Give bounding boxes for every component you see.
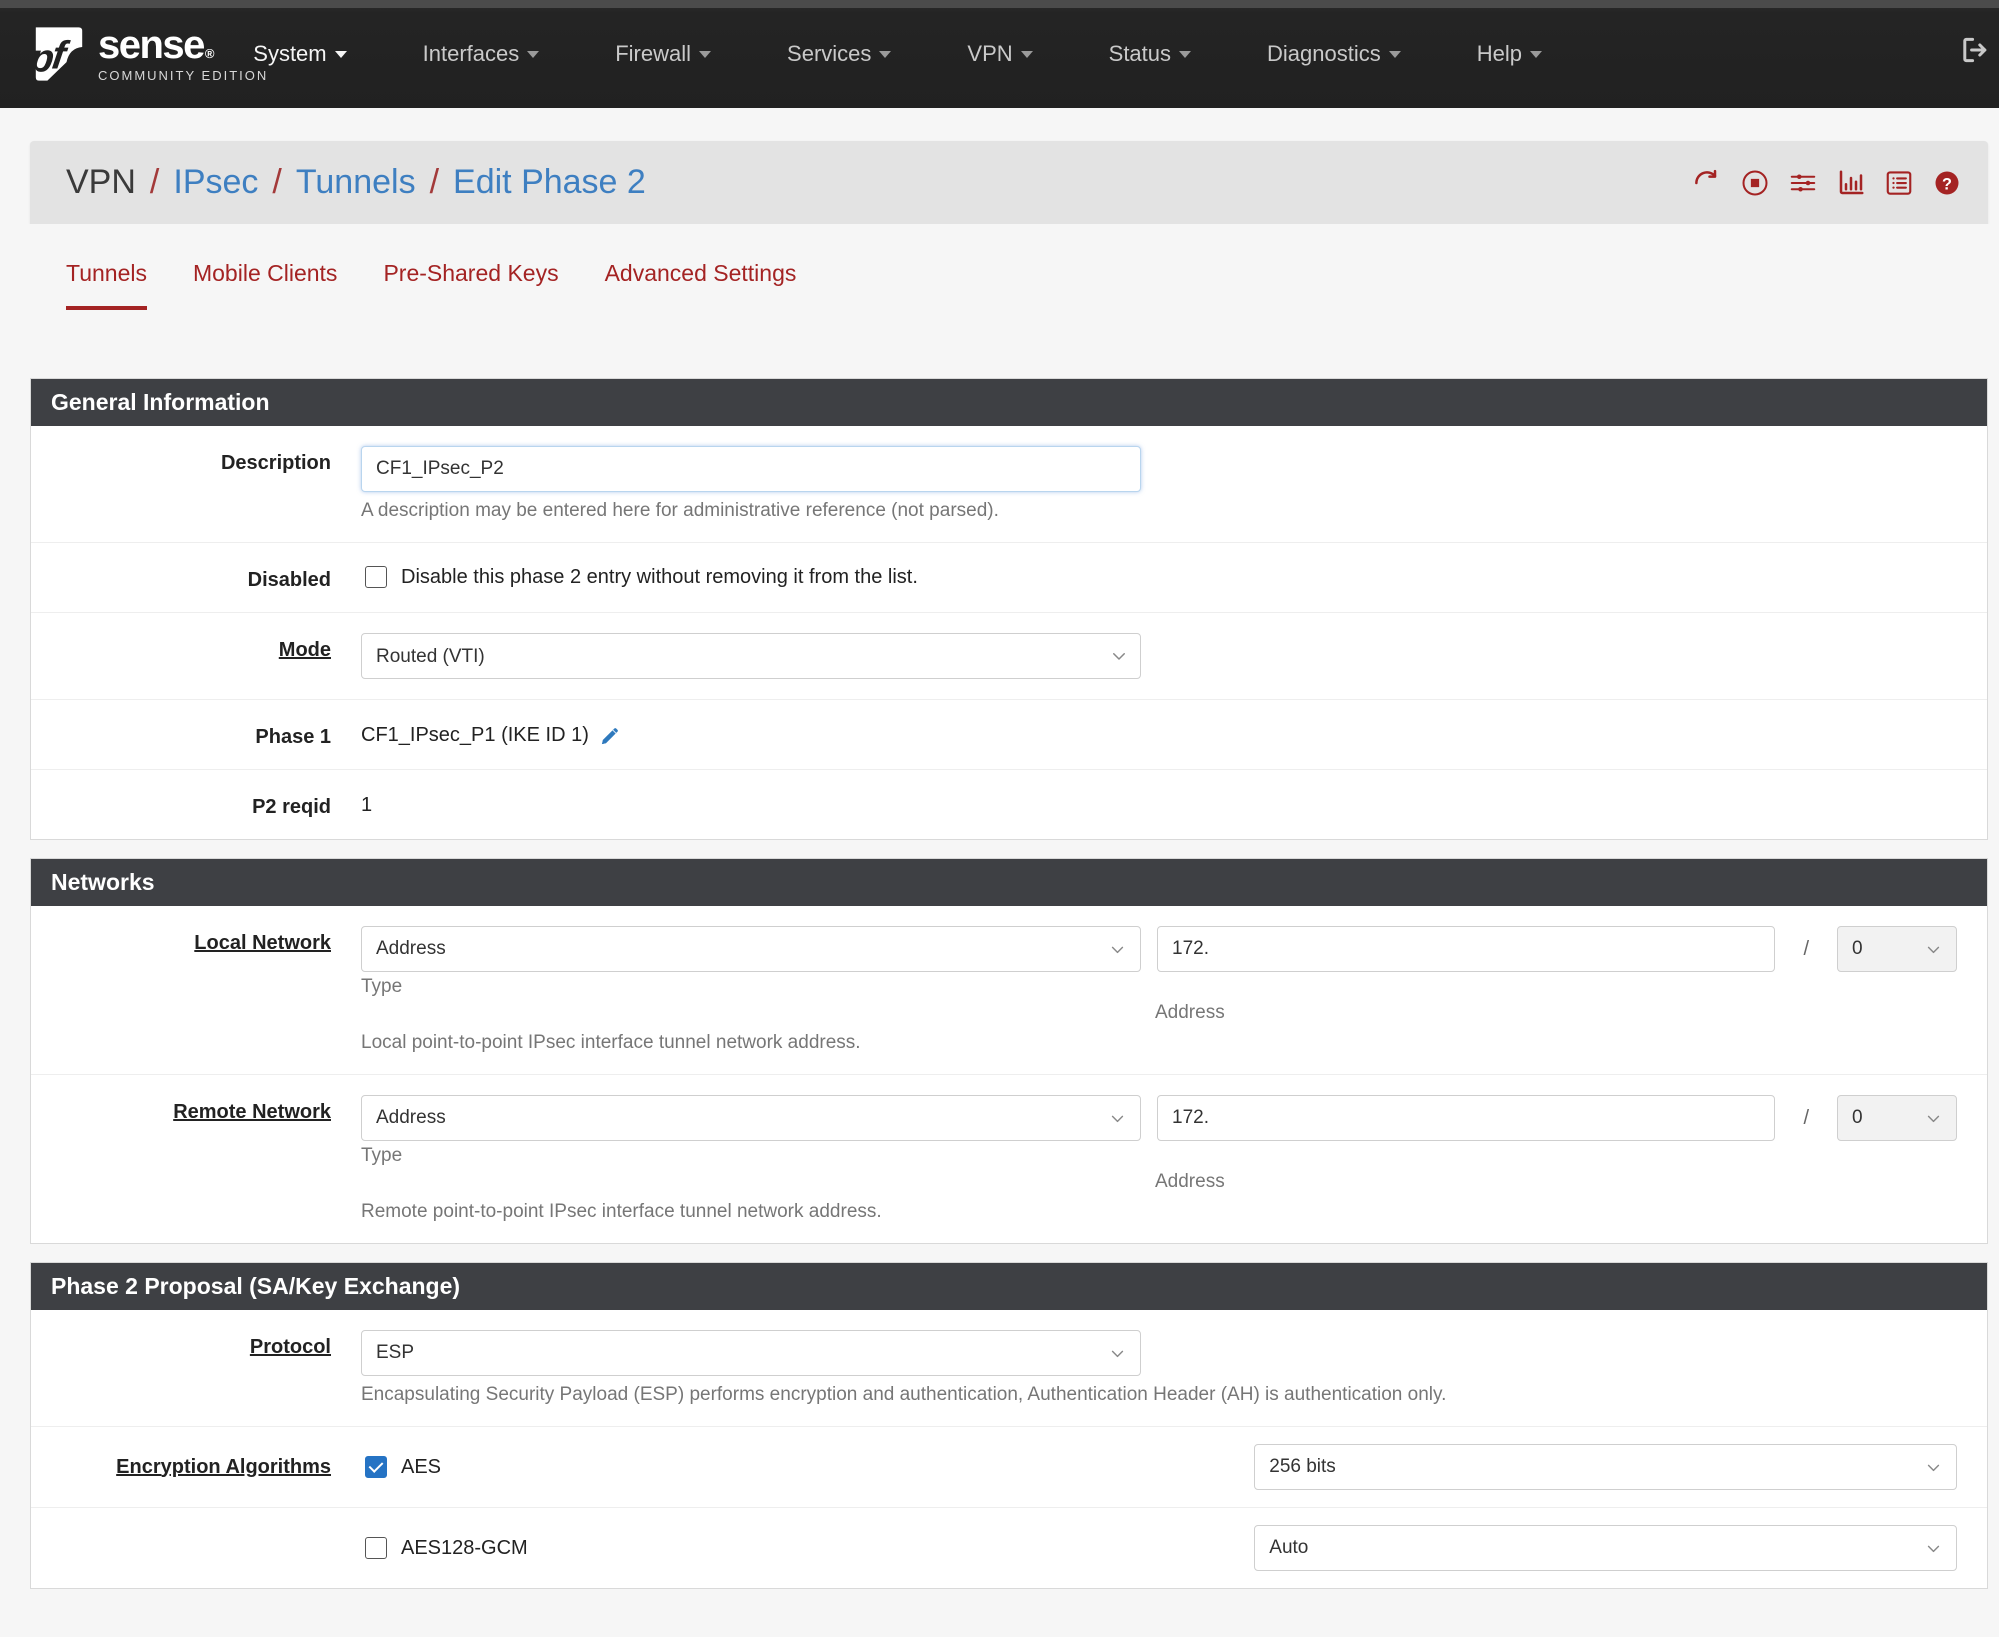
svg-text:?: ? — [1942, 175, 1952, 193]
